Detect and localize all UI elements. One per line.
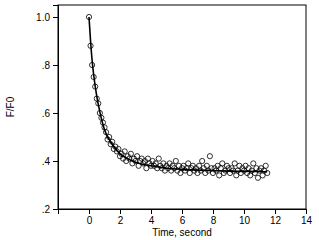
tick-label: .2	[42, 204, 51, 215]
tick-mark	[244, 209, 245, 214]
tick: 4	[149, 209, 155, 226]
point	[156, 156, 161, 161]
tick: .6	[42, 108, 58, 119]
point	[173, 158, 178, 163]
tick-label: 6	[180, 215, 186, 226]
tick-mark	[213, 209, 214, 214]
point	[207, 154, 212, 159]
point	[251, 161, 256, 166]
tick-mark	[182, 209, 183, 214]
tick: 10	[239, 209, 251, 226]
plot-frame	[58, 5, 306, 209]
tick-label: 2	[118, 215, 124, 226]
tick-mark	[53, 161, 58, 162]
tick-mark	[306, 209, 307, 214]
tick-label: .8	[42, 60, 51, 71]
tick-label: 1.0	[36, 12, 50, 23]
axis-line	[53, 6, 59, 210]
tick-mark	[53, 113, 58, 114]
tick: 0	[87, 209, 93, 226]
tick-label: 8	[211, 215, 217, 226]
y-axis-title: F/F0	[5, 96, 16, 117]
x-axis: 0 2 4 6 8 10 12 14	[59, 209, 313, 226]
tick: .8	[42, 60, 58, 71]
point	[200, 158, 205, 163]
point	[122, 149, 127, 154]
tick-label: 0	[87, 215, 93, 226]
tick-mark	[275, 209, 276, 214]
tick-label: 4	[149, 215, 155, 226]
tick-mark	[120, 209, 121, 214]
tick: 12	[270, 209, 282, 226]
data-layer	[86, 14, 269, 180]
tick: 14	[301, 209, 313, 226]
tick: .4	[42, 156, 58, 167]
chart: 0 2 4 6 8 10 12 14 .2 .4 .6 .8 1.0 Time, second F/F0	[0, 0, 319, 240]
tick: 6	[180, 209, 186, 226]
tick: .2	[42, 204, 58, 215]
tick-label: 10	[239, 215, 251, 226]
tick: 2	[118, 209, 124, 226]
point	[128, 151, 133, 156]
tick-label: 14	[301, 215, 313, 226]
points	[86, 14, 269, 180]
tick-label: .6	[42, 108, 51, 119]
axis-line	[59, 210, 307, 215]
tick-mark	[53, 17, 58, 18]
point	[263, 163, 268, 168]
tick-label: .4	[42, 156, 51, 167]
tick-mark	[151, 209, 152, 214]
tick-mark	[53, 65, 58, 66]
tick: 8	[211, 209, 217, 226]
x-axis-title: Time, second	[152, 227, 212, 238]
tick-mark	[89, 209, 90, 214]
tick: 1.0	[36, 12, 58, 23]
y-axis: .2 .4 .6 .8 1.0	[36, 6, 58, 215]
plot: 0 2 4 6 8 10 12 14 .2 .4 .6 .8 1.0	[36, 5, 312, 226]
tick-label: 12	[270, 215, 282, 226]
tick-mark	[53, 209, 58, 210]
fit-line	[89, 17, 267, 172]
